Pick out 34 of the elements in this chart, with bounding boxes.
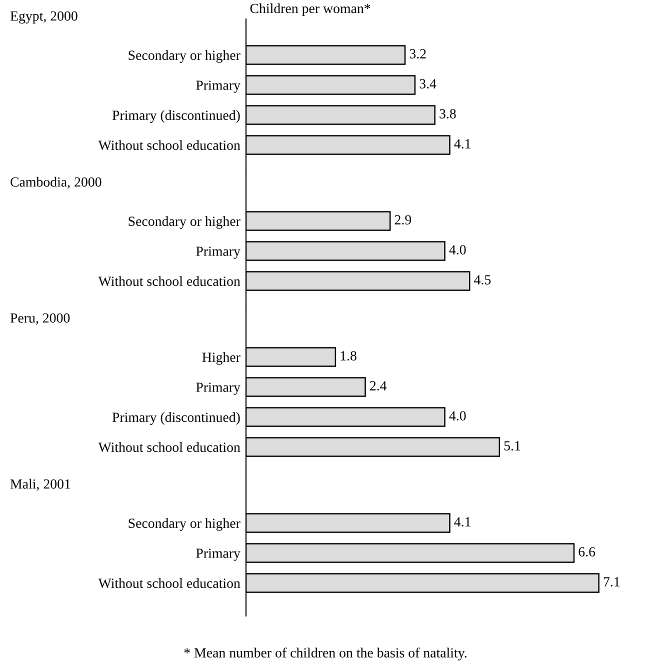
y-tick-label: Secondary or higher [128, 50, 240, 63]
data-label: 6.6 [578, 547, 596, 557]
text: * Mean number of children on the basis of natality. [184, 648, 466, 660]
data-label: 3.8 [440, 109, 456, 119]
y-tick-label: Higher [202, 352, 240, 365]
data-label: 3.2 [410, 49, 426, 59]
y-tick-label: Primary (discontinued) [112, 110, 240, 123]
data-label: 5.1 [504, 441, 520, 451]
y-tick-label: Without school education [98, 140, 240, 150]
y-tick-label: Primary [196, 382, 240, 395]
text: Mali, 2001 [10, 478, 70, 491]
y-tick-label: Primary (discontinued) [112, 412, 240, 425]
data-label: 1.8 [340, 351, 356, 361]
x-axis-title: Children per woman* [250, 3, 370, 16]
data-label: 2.4 [370, 381, 387, 391]
data-label: 7.1 [604, 577, 620, 587]
data-label: 4.5 [474, 275, 491, 285]
y-tick-label: Without school education [98, 442, 240, 452]
text: Peru, 2000 [10, 313, 70, 325]
y-tick-label: Primary [196, 80, 240, 93]
data-label: 3.4 [420, 79, 436, 89]
y-tick-label: Primary [196, 548, 240, 561]
data-label: 2.9 [394, 215, 412, 225]
y-tick-label: Primary [196, 246, 240, 259]
y-tick-label: Secondary or higher [128, 518, 240, 531]
y-tick-label: Secondary or higher [128, 216, 240, 229]
data-label: 4.1 [454, 139, 470, 149]
text: Egypt, 2000 [10, 11, 78, 24]
data-label: 4.0 [449, 411, 466, 421]
y-tick-label: Without school education [98, 276, 240, 286]
y-tick-label: Without school education [98, 578, 240, 588]
data-label: 4.1 [454, 517, 470, 527]
text: Cambodia, 2000 [10, 176, 102, 189]
data-label: 4.0 [449, 245, 466, 255]
